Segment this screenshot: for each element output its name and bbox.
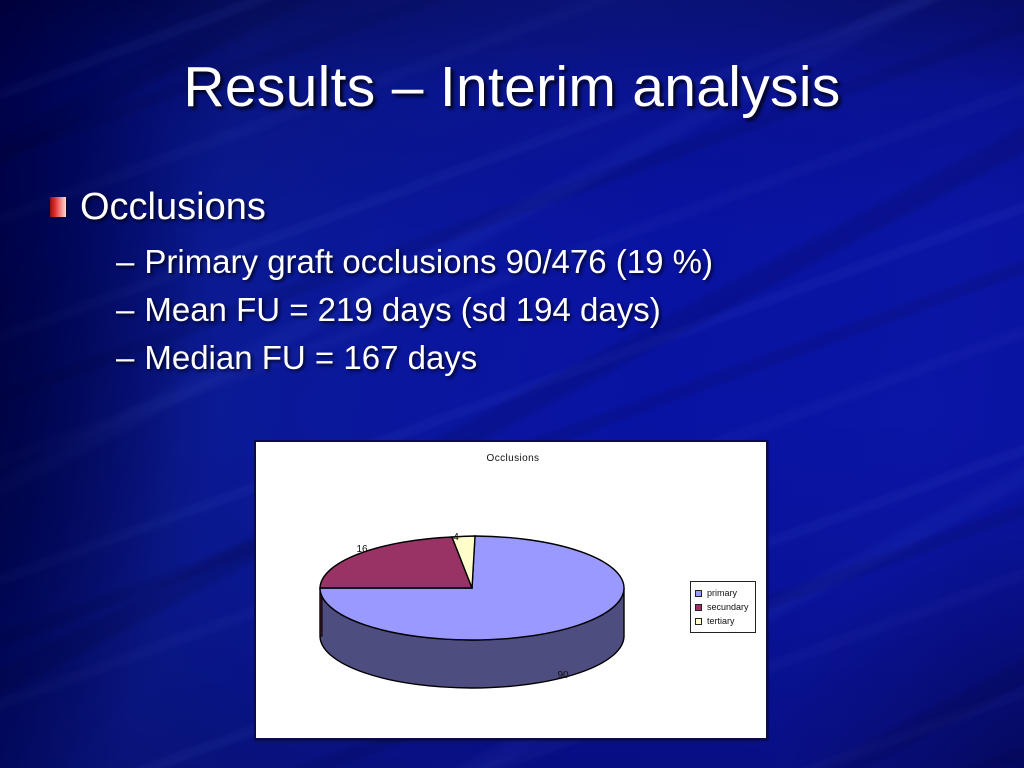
square-bullet-icon [50, 197, 66, 218]
bullet-level2-label: Mean FU = 219 days (sd 194 days) [144, 290, 661, 328]
legend-swatch-primary-icon [695, 589, 702, 597]
legend-item-secundary[interactable]: secundary [695, 600, 749, 614]
bullet-level2-label: Primary graft occlusions 90/476 (19 %) [144, 242, 713, 280]
legend-swatch-tertiary-icon [695, 617, 702, 625]
pie-slice-secundary-top [319, 536, 474, 589]
bullet-level1-occlusions: Occlusions [50, 186, 910, 229]
pie-chart-graphic: 16 4 90 [319, 532, 625, 689]
dash-bullet-icon: – [116, 339, 135, 377]
dash-bullet-icon: – [116, 242, 135, 280]
legend-label-secundary: secundary [707, 601, 749, 612]
bullet-level1-label: Occlusions [80, 186, 266, 228]
pie-chart-panel: Occlusions 16 4 90 primary [254, 440, 768, 740]
legend-label-primary: primary [707, 587, 738, 598]
chart-title: Occlusions [486, 453, 540, 464]
chart-legend: primary secundary tertiary [690, 581, 756, 633]
legend-item-primary[interactable]: primary [695, 586, 749, 600]
dash-bullet-icon: – [116, 290, 135, 328]
pie-data-label-secundary: 16 [356, 544, 368, 555]
pie-slice-primary-top [319, 535, 625, 641]
bullet-level2-median-fu: – Median FU = 167 days [50, 337, 910, 379]
pie-data-label-primary: 90 [557, 670, 569, 681]
slide-title: Results – Interim analysis [183, 55, 841, 119]
bullet-level2-mean-fu: – Mean FU = 219 days (sd 194 days) [50, 289, 910, 331]
slide-body-content: Occlusions – Primary graft occlusions 90… [50, 186, 910, 385]
pie-slice-tertiary-top [451, 535, 476, 589]
legend-label-tertiary: tertiary [707, 615, 735, 626]
bullet-level2-label: Median FU = 167 days [144, 339, 478, 377]
legend-item-tertiary[interactable]: tertiary [695, 614, 749, 628]
bullet-level2-primary-graft-occlusions: – Primary graft occlusions 90/476 (19 %) [50, 241, 910, 283]
pie-data-label-tertiary: 4 [453, 532, 459, 543]
legend-swatch-secundary-icon [695, 603, 702, 611]
